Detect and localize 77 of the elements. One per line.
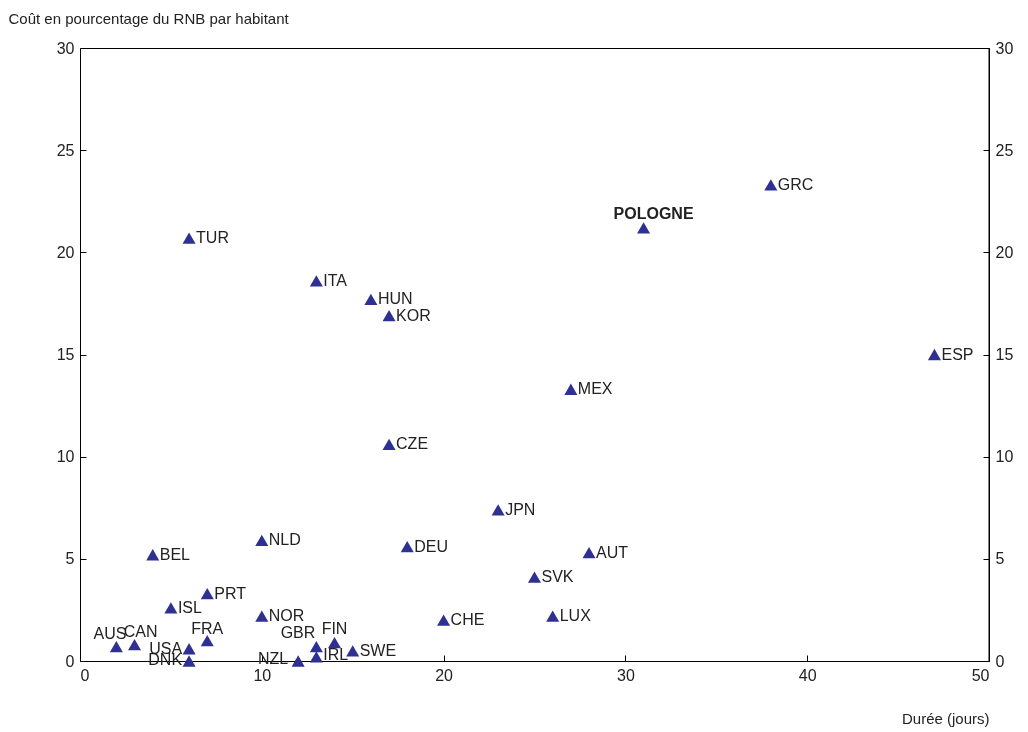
point: [637, 222, 651, 234]
annotation: JPN: [505, 500, 536, 518]
annotation: FRA: [191, 619, 224, 637]
x-tick-label: 10: [253, 666, 272, 684]
point: [200, 587, 214, 600]
point: [546, 610, 560, 622]
point: [255, 610, 269, 622]
point: [364, 293, 378, 305]
annotation: DEU: [414, 537, 449, 555]
annotation: HUN: [377, 290, 413, 308]
y-tick-label: 0: [65, 652, 75, 670]
annotation: GRC: [777, 175, 814, 193]
annotation: SVK: [541, 568, 574, 586]
point: [382, 438, 396, 451]
point: [564, 383, 578, 395]
y2-tick-label: 30: [995, 39, 1014, 57]
annotation: KOR: [396, 306, 431, 324]
point: [328, 636, 342, 649]
point: [146, 549, 160, 561]
point: [255, 534, 269, 547]
y-tick-label: 15: [56, 346, 75, 363]
annotation: TUR: [196, 229, 229, 247]
y2-tick-label: 15: [995, 346, 1014, 363]
x-tick-label: 0: [80, 666, 90, 684]
y-tick-label: 30: [56, 39, 75, 57]
y-axis-title: Coût en pourcentage du RNB par habitant: [8, 9, 290, 27]
x-axis-title: Durée (jours): [901, 709, 990, 727]
y2-tick-label: 0: [995, 652, 1005, 670]
annotation: AUT: [596, 543, 629, 561]
annotation: POLOGNE: [613, 204, 694, 222]
annotation: AUS: [93, 624, 127, 642]
point: [582, 547, 596, 559]
point: [182, 643, 196, 655]
annotation: IRL: [323, 645, 349, 663]
x-tick-label: 30: [617, 666, 635, 684]
point: [382, 310, 396, 322]
point: [764, 179, 778, 191]
y2-tick-label: 20: [995, 243, 1014, 261]
point: [400, 540, 414, 553]
point: [491, 504, 505, 516]
y-tick-label: 10: [56, 448, 75, 466]
annotation: PRT: [214, 584, 247, 602]
point: [128, 639, 142, 651]
annotation: ISL: [177, 598, 203, 616]
annotation: SWE: [359, 641, 397, 659]
point: [182, 655, 196, 667]
point: [527, 571, 542, 583]
annotation: LUX: [559, 607, 592, 625]
annotation: ESP: [941, 345, 974, 363]
annotation: MEX: [577, 380, 613, 398]
y2-tick-label: 5: [995, 550, 1005, 568]
y2-tick-label: 10: [995, 448, 1014, 466]
y-tick-label: 5: [65, 550, 75, 568]
point: [200, 634, 214, 647]
annotation: FIN: [321, 619, 348, 637]
point: [927, 348, 941, 361]
annotation: NOR: [268, 607, 305, 625]
annotation: NLD: [268, 531, 301, 549]
x-tick-label: 20: [435, 666, 454, 684]
annotation: GBR: [280, 623, 316, 641]
point: [182, 232, 196, 244]
point: [309, 641, 323, 653]
annotation: ITA: [323, 271, 348, 289]
point: [309, 651, 323, 663]
annotation: CHE: [450, 611, 485, 629]
y-tick-label: 20: [56, 243, 75, 261]
point: [309, 275, 323, 287]
annotation: BEL: [159, 545, 191, 563]
point: [437, 614, 451, 626]
y-tick-label: 25: [56, 141, 75, 159]
point: [291, 655, 305, 667]
point: [164, 602, 178, 614]
x-tick-label: 40: [798, 666, 817, 684]
point: [109, 641, 123, 653]
annotation: CZE: [396, 435, 429, 453]
y2-tick-label: 25: [995, 141, 1014, 159]
x-tick-label: 50: [971, 666, 990, 684]
